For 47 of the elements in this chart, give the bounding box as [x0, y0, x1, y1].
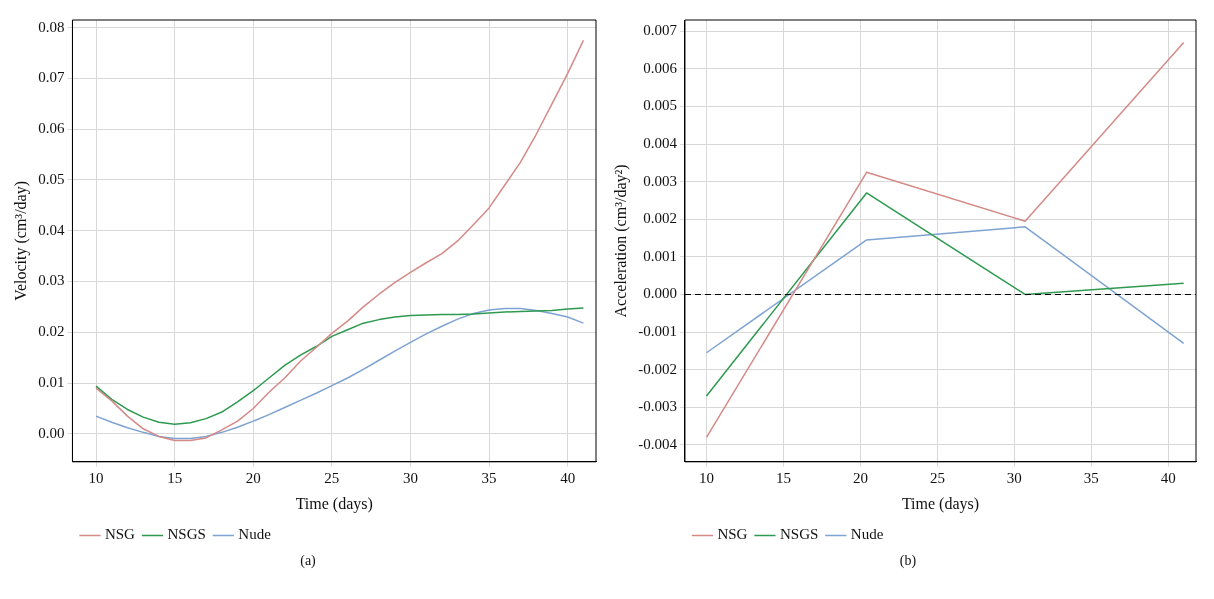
legend-label: Nude — [238, 526, 272, 543]
y-tick-label: 0.05 — [38, 170, 65, 187]
x-tick-label: 15 — [775, 469, 791, 486]
legend-label: NSGS — [779, 526, 819, 543]
x-tick-label: 25 — [929, 469, 945, 486]
x-tick-label: 20 — [852, 469, 868, 486]
y-tick-label: 0.02 — [38, 323, 65, 340]
x-tick-label: 30 — [402, 469, 418, 486]
y-tick-label: -0.001 — [638, 323, 677, 340]
legend-label: NSGS — [167, 526, 206, 543]
y-tick-label: 0.08 — [38, 18, 65, 35]
legend-label: NSG — [717, 526, 748, 543]
x-tick-label: 10 — [88, 469, 104, 486]
y-tick-label: 0.03 — [38, 272, 65, 289]
legend-label: NSG — [104, 526, 136, 543]
x-tick-label: 25 — [324, 469, 340, 486]
x-tick-label: 20 — [245, 469, 261, 486]
x-tick-label: 10 — [699, 469, 714, 486]
y-tick-label: -0.002 — [638, 360, 677, 377]
y-tick-label: 0.001 — [643, 247, 677, 264]
x-axis-title: Time (days) — [295, 494, 373, 513]
x-tick-label: 40 — [560, 469, 576, 486]
text: (a) — [299, 553, 317, 569]
x-tick-label: 15 — [167, 469, 183, 486]
y-tick-label: 0.04 — [38, 221, 65, 238]
x-tick-label: 40 — [1160, 469, 1176, 486]
y-tick-label: 0.00 — [38, 424, 65, 441]
y-tick-label: -0.003 — [638, 398, 677, 415]
x-tick-label: 30 — [1006, 469, 1022, 486]
y-tick-label: 0.002 — [643, 210, 677, 227]
y-tick-label: 0.007 — [643, 22, 678, 39]
y-tick-label: 0.01 — [38, 374, 65, 391]
y-tick-label: 0.07 — [38, 69, 65, 86]
y-tick-label: 0.003 — [643, 172, 677, 189]
y-axis-title: Acceleration (cm³/day²) — [611, 164, 630, 318]
y-tick-label: 0.005 — [643, 97, 677, 114]
x-tick-label: 35 — [1083, 469, 1099, 486]
x-tick-label: 35 — [481, 469, 497, 486]
text: (b) — [898, 553, 918, 569]
y-axis-title: Velocity (cm³/day) — [11, 180, 30, 301]
y-tick-label: 0.06 — [38, 120, 65, 137]
y-tick-label: 0.000 — [643, 285, 677, 302]
y-tick-label: -0.004 — [638, 435, 678, 452]
x-axis-title: Time (days) — [901, 494, 980, 513]
y-tick-label: 0.006 — [643, 59, 678, 76]
legend-label: Nude — [850, 526, 884, 543]
y-tick-label: 0.004 — [643, 135, 678, 152]
